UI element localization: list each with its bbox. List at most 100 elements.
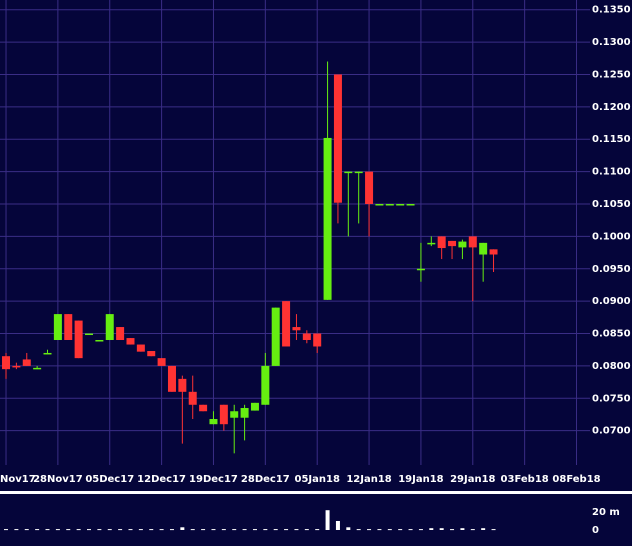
volume-bar (14, 529, 19, 531)
volume-bar (356, 529, 361, 531)
volume-bar (242, 529, 247, 531)
volume-bar (284, 529, 289, 531)
volume-bar (55, 529, 60, 531)
volume-bar (408, 529, 413, 531)
y-tick-label: 0.0750 (592, 393, 631, 404)
x-tick-label: 05Jan18 (294, 474, 339, 485)
candle-body (147, 351, 156, 357)
y-tick-label: 0.0850 (592, 329, 631, 340)
y-tick-label: 0.0900 (592, 296, 631, 307)
y-tick-label: 0.0700 (592, 426, 631, 437)
volume-bar (460, 528, 465, 530)
candle-body (178, 378, 187, 392)
candle-body (302, 333, 311, 341)
candle-body (230, 411, 239, 418)
volume-bar (66, 529, 71, 531)
y-tick-label: 0.1300 (592, 37, 631, 48)
x-tick-label: 03Feb18 (501, 474, 549, 485)
volume-bar (439, 528, 444, 530)
volume-bar (377, 529, 382, 531)
y-tick-label: 0.1200 (592, 102, 631, 113)
volume-bar (387, 529, 392, 531)
candle-body (240, 408, 249, 418)
candle-body (323, 137, 332, 300)
volume-bar (367, 529, 372, 531)
volume-bar (325, 510, 330, 530)
candle-body (416, 268, 425, 271)
candle-body (385, 204, 394, 206)
y-tick-label: 0.1250 (592, 69, 631, 80)
candle-body (427, 242, 436, 245)
y-tick-label: 0.1050 (592, 199, 631, 210)
volume-bar (221, 529, 226, 531)
candle-body (43, 352, 52, 355)
y-tick-label: 0.1000 (592, 231, 631, 242)
volume-bar (4, 529, 9, 531)
candle-body (313, 333, 322, 347)
volume-bar (24, 529, 29, 531)
candle-body (188, 391, 197, 405)
candle-body (53, 314, 62, 341)
candle-body (250, 402, 259, 411)
volume-bar (450, 529, 455, 531)
candle-body (84, 333, 93, 336)
candle-body (105, 314, 114, 341)
volume-bar (128, 529, 133, 531)
x-tick-label: Nov17 (0, 474, 36, 485)
candle-body (292, 327, 301, 331)
candle-body (209, 419, 218, 425)
candle-body (95, 340, 104, 342)
volume-bar (86, 529, 91, 531)
candle-body (22, 359, 31, 366)
x-tick-label: 28Nov17 (33, 474, 83, 485)
x-tick-label: 19Jan18 (398, 474, 443, 485)
volume-tick-label: 0 (592, 525, 599, 536)
volume-bar (232, 529, 237, 531)
candle-body (458, 241, 467, 248)
volume-bar (398, 529, 403, 531)
volume-bar (294, 529, 299, 531)
volume-bar (263, 529, 268, 531)
volume-bar (315, 529, 320, 531)
volume-bar (470, 529, 475, 531)
candle-body (479, 242, 488, 255)
y-tick-label: 0.1150 (592, 134, 631, 145)
volume-bar (159, 529, 164, 531)
volume-bar (346, 527, 351, 530)
x-tick-label: 29Jan18 (450, 474, 495, 485)
x-tick-label: 12Jan18 (346, 474, 391, 485)
volume-bar (138, 529, 143, 531)
candle-body (333, 74, 342, 203)
candle-body (116, 327, 125, 341)
volume-bar (169, 529, 174, 531)
y-tick-label: 0.1350 (592, 5, 631, 16)
x-tick-label: 19Dec17 (189, 474, 238, 485)
candle-body (64, 314, 73, 341)
volume-bar (118, 529, 123, 531)
candle-body (375, 204, 384, 206)
volume-bar (76, 529, 81, 531)
volume-bar (35, 529, 40, 531)
candle-body (219, 404, 228, 425)
candle-body (437, 236, 446, 249)
volume-bar (211, 529, 216, 531)
y-tick-label: 0.0950 (592, 264, 631, 275)
x-tick-label: 28Dec17 (241, 474, 290, 485)
volume-bar (149, 529, 154, 531)
candle-body (489, 249, 498, 255)
volume-bar (107, 529, 112, 531)
candle-body (365, 171, 374, 205)
volume-tick-label: 20 m (592, 507, 620, 518)
volume-bar (45, 529, 50, 531)
candle-body (271, 307, 280, 366)
volume-bar (304, 529, 309, 531)
x-tick-label: 12Dec17 (137, 474, 186, 485)
candle-body (126, 338, 135, 345)
candle-body (344, 171, 353, 174)
candle-body (136, 344, 145, 352)
volume-bar (180, 527, 185, 530)
candle-body (2, 356, 11, 370)
candle-body (261, 365, 270, 405)
candle-body (199, 404, 208, 412)
